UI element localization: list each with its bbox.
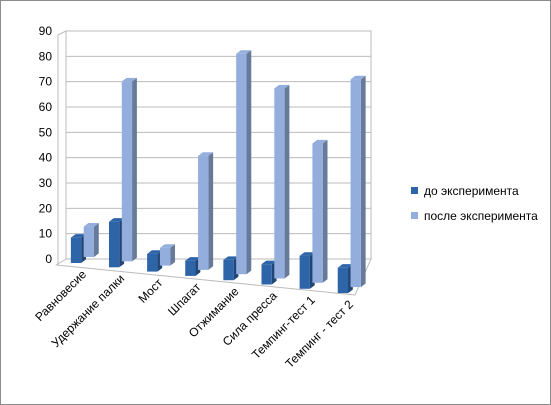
- bar-top: [83, 223, 99, 227]
- bar: [121, 77, 137, 262]
- bar-top: [70, 234, 86, 238]
- x-tick-label: Шпагат: [165, 280, 204, 319]
- bar-front: [274, 88, 285, 279]
- bar-top: [108, 218, 125, 222]
- bar-side: [360, 75, 366, 288]
- bar-top: [223, 256, 239, 260]
- side-wall: [57, 30, 67, 36]
- bar-front: [159, 247, 171, 266]
- bar: [236, 50, 252, 275]
- bar-side: [132, 77, 137, 262]
- bar-front: [121, 81, 133, 262]
- bar-front: [223, 259, 234, 281]
- bar-front: [261, 264, 272, 285]
- bar-top: [274, 84, 290, 89]
- bar-front: [185, 260, 196, 276]
- bar-front: [83, 226, 94, 257]
- bar: [159, 244, 176, 266]
- bar: [312, 139, 328, 283]
- bar-front: [236, 53, 247, 275]
- bar: [350, 75, 366, 288]
- legend-swatch: [411, 187, 418, 194]
- x-tick-label: Удержание палки: [49, 272, 128, 351]
- bar-top: [198, 152, 214, 156]
- y-tick-label: 80: [39, 49, 53, 63]
- y-tick-label: 30: [39, 176, 53, 190]
- y-tick-label: 0: [45, 252, 52, 266]
- bar-top: [159, 244, 176, 248]
- bar-side: [93, 223, 99, 257]
- bar-top: [185, 257, 201, 261]
- bar-top: [121, 77, 137, 82]
- y-tick-label: 90: [39, 24, 53, 38]
- bar-side: [208, 152, 214, 270]
- bar-top: [261, 260, 277, 265]
- bar-side: [170, 244, 176, 266]
- bar-side: [246, 50, 252, 275]
- bar: [198, 152, 214, 270]
- bar-front: [198, 155, 209, 270]
- bar-front: [70, 237, 82, 263]
- bar-front: [337, 267, 349, 294]
- bar-side: [284, 84, 290, 279]
- bar-top: [350, 75, 366, 80]
- bar-front: [312, 143, 323, 283]
- y-tick-label: 20: [39, 201, 53, 215]
- legend-swatch: [411, 212, 418, 219]
- bar-top: [299, 252, 315, 256]
- legend-label: до эксперимента: [424, 184, 519, 198]
- bar-top: [337, 264, 353, 268]
- bar: [274, 84, 290, 279]
- bar-front: [147, 253, 158, 272]
- y-tick-label: 60: [39, 100, 53, 114]
- bar-top: [312, 139, 328, 144]
- x-tick-label: Мост: [135, 275, 165, 305]
- y-tick-label: 10: [39, 227, 53, 241]
- legend-label: после эксперимента: [424, 209, 538, 223]
- bar-top: [147, 250, 163, 254]
- bar-front: [299, 255, 310, 289]
- bar-side: [322, 139, 328, 283]
- bar-top: [236, 50, 252, 54]
- y-tick-label: 50: [39, 125, 53, 139]
- y-tick-label: 40: [39, 151, 53, 165]
- bar-front: [350, 79, 361, 288]
- bar: [83, 223, 99, 257]
- bar-front: [108, 221, 120, 268]
- y-tick-label: 70: [39, 75, 53, 89]
